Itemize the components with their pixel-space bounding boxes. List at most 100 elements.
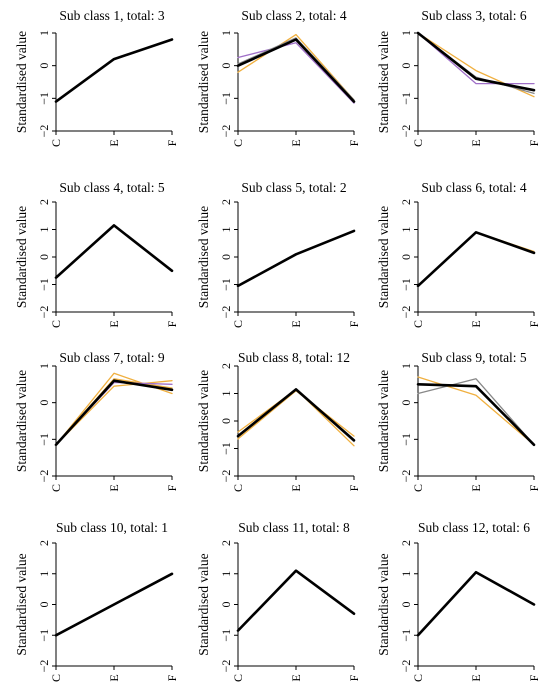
y-tick-label: 0 xyxy=(399,400,413,406)
panel-title: Sub class 7, total: 9 xyxy=(59,350,165,365)
panel-5: Sub class 5, total: 2 Standardised value 2… xyxy=(196,180,361,328)
mean-series-line xyxy=(236,38,356,103)
x-tick-label: C xyxy=(411,674,425,682)
x-tick-label: E xyxy=(107,674,121,681)
y-tick-label: 0 xyxy=(219,254,233,260)
mean-series-line xyxy=(54,224,174,279)
y-tick-label: −1 xyxy=(219,629,233,642)
panel-1: Sub class 1, total: 3 Standardised value 1… xyxy=(14,8,179,147)
y-tick-label: −2 xyxy=(37,660,51,673)
panel-4: Sub class 4, total: 5 Standardised value 2… xyxy=(14,180,179,328)
member-series-line xyxy=(417,32,535,95)
y-tick-label: −1 xyxy=(399,92,413,105)
panel-title: Sub class 2, total: 4 xyxy=(241,8,347,23)
panel-title: Sub class 1, total: 3 xyxy=(59,8,165,23)
y-tick-label: 2 xyxy=(37,540,51,546)
y-axis-label: Standardised value xyxy=(14,31,29,133)
panel-title: Sub class 6, total: 4 xyxy=(421,180,527,195)
y-tick-label: 0 xyxy=(37,602,51,608)
panel-title: Sub class 5, total: 2 xyxy=(241,180,346,195)
x-tick-label: F xyxy=(527,484,541,491)
x-tick-label: C xyxy=(49,674,63,682)
y-tick-label: 0 xyxy=(219,418,233,424)
x-tick-label: C xyxy=(49,320,63,328)
y-tick-label: −1 xyxy=(37,433,51,446)
member-series-line xyxy=(237,390,355,440)
panel-title: Sub class 9, total: 5 xyxy=(421,350,527,365)
x-tick-label: C xyxy=(231,139,245,147)
y-tick-label: 1 xyxy=(37,363,51,369)
y-axis-label: Standardised value xyxy=(196,31,211,133)
y-tick-label: −1 xyxy=(219,278,233,291)
x-tick-label: F xyxy=(527,139,541,146)
x-tick-label: F xyxy=(165,484,179,491)
x-tick-label: E xyxy=(469,139,483,146)
y-tick-label: 0 xyxy=(399,254,413,260)
member-series-line xyxy=(417,378,535,446)
panel-2: Sub class 2, total: 4 Standardised value 1… xyxy=(196,8,361,147)
panel-6: Sub class 6, total: 4 Standardised value 2… xyxy=(376,180,541,328)
member-series-line xyxy=(417,376,535,446)
x-tick-label: E xyxy=(289,139,303,146)
y-axis-label: Standardised value xyxy=(196,553,211,655)
y-tick-label: 1 xyxy=(37,30,51,36)
y-tick-label: 1 xyxy=(219,391,233,397)
x-tick-label: C xyxy=(231,484,245,492)
x-tick-label: F xyxy=(165,139,179,146)
y-tick-label: −2 xyxy=(399,125,413,138)
panel-7: Sub class 7, total: 9 Standardised value 1… xyxy=(14,350,179,492)
y-tick-label: −1 xyxy=(37,629,51,642)
x-tick-label: C xyxy=(231,674,245,682)
y-tick-label: 1 xyxy=(219,571,233,577)
member-series-line xyxy=(55,224,173,279)
y-tick-label: −1 xyxy=(399,278,413,291)
panel-title: Sub class 3, total: 6 xyxy=(421,8,527,23)
y-axis-label: Standardised value xyxy=(196,206,211,308)
y-axis-label: Standardised value xyxy=(14,206,29,308)
y-tick-label: −2 xyxy=(219,470,233,483)
y-axis-label: Standardised value xyxy=(14,370,29,472)
y-tick-label: 2 xyxy=(219,199,233,205)
x-tick-label: E xyxy=(289,674,303,681)
y-tick-label: 1 xyxy=(399,363,413,369)
x-tick-label: E xyxy=(289,484,303,491)
x-tick-label: C xyxy=(411,484,425,492)
mean-series-line xyxy=(416,31,536,92)
member-series-line xyxy=(417,231,535,287)
y-tick-label: −1 xyxy=(399,629,413,642)
y-tick-label: −2 xyxy=(219,125,233,138)
y-tick-label: −1 xyxy=(399,433,413,446)
y-tick-label: −2 xyxy=(219,660,233,673)
member-series-line xyxy=(237,37,355,101)
member-series-line xyxy=(55,38,173,103)
member-series-line xyxy=(55,378,173,446)
y-axis-label: Standardised value xyxy=(376,370,391,472)
y-tick-label: 0 xyxy=(37,254,51,260)
panel-title: Sub class 8, total: 12 xyxy=(238,350,350,365)
y-axis-label: Standardised value xyxy=(376,206,391,308)
mean-series-line xyxy=(236,229,356,288)
mean-series-line xyxy=(236,388,356,442)
y-tick-label: 0 xyxy=(399,602,413,608)
member-series-line xyxy=(55,380,173,446)
y-tick-label: −1 xyxy=(219,442,233,455)
y-tick-label: 0 xyxy=(37,63,51,69)
x-tick-label: E xyxy=(107,139,121,146)
mean-series-line xyxy=(416,231,536,288)
panel-title: Sub class 10, total: 1 xyxy=(56,520,168,535)
x-tick-label: F xyxy=(527,674,541,681)
y-tick-label: 1 xyxy=(399,227,413,233)
y-tick-label: 1 xyxy=(399,571,413,577)
x-tick-label: F xyxy=(347,139,361,146)
panel-3: Sub class 3, total: 6 Standardised value 1… xyxy=(376,8,541,147)
y-tick-label: 1 xyxy=(219,30,233,36)
panel-9: Sub class 9, total: 5 Standardised value 1… xyxy=(376,350,541,492)
x-tick-label: E xyxy=(469,674,483,681)
y-tick-label: 1 xyxy=(37,227,51,233)
x-tick-label: C xyxy=(411,320,425,328)
y-tick-label: 1 xyxy=(37,571,51,577)
member-series-line xyxy=(55,381,173,446)
y-tick-label: 1 xyxy=(399,30,413,36)
x-tick-label: E xyxy=(107,320,121,327)
